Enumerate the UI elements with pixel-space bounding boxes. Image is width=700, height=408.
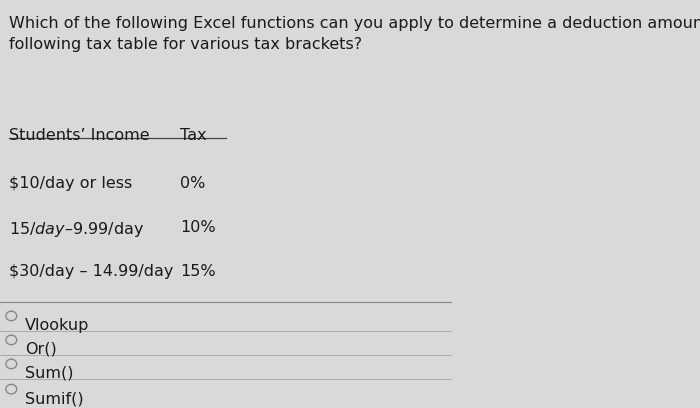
Text: Sum(): Sum() [25,366,74,381]
Text: Students’ Income: Students’ Income [9,128,150,143]
Text: Vlookup: Vlookup [25,318,89,333]
Text: 0%: 0% [181,176,206,191]
Text: Or(): Or() [25,342,57,357]
Text: $10/day or less: $10/day or less [9,176,132,191]
Text: Which of the following Excel functions can you apply to determine a deduction am: Which of the following Excel functions c… [9,16,700,52]
Text: Sumif(): Sumif() [25,391,83,406]
Text: $15/day – $9.99/day: $15/day – $9.99/day [9,220,144,239]
Text: 10%: 10% [181,220,216,235]
Text: Tax: Tax [181,128,207,143]
Text: 15%: 15% [181,264,216,279]
Text: $30/day – 14.99/day: $30/day – 14.99/day [9,264,174,279]
